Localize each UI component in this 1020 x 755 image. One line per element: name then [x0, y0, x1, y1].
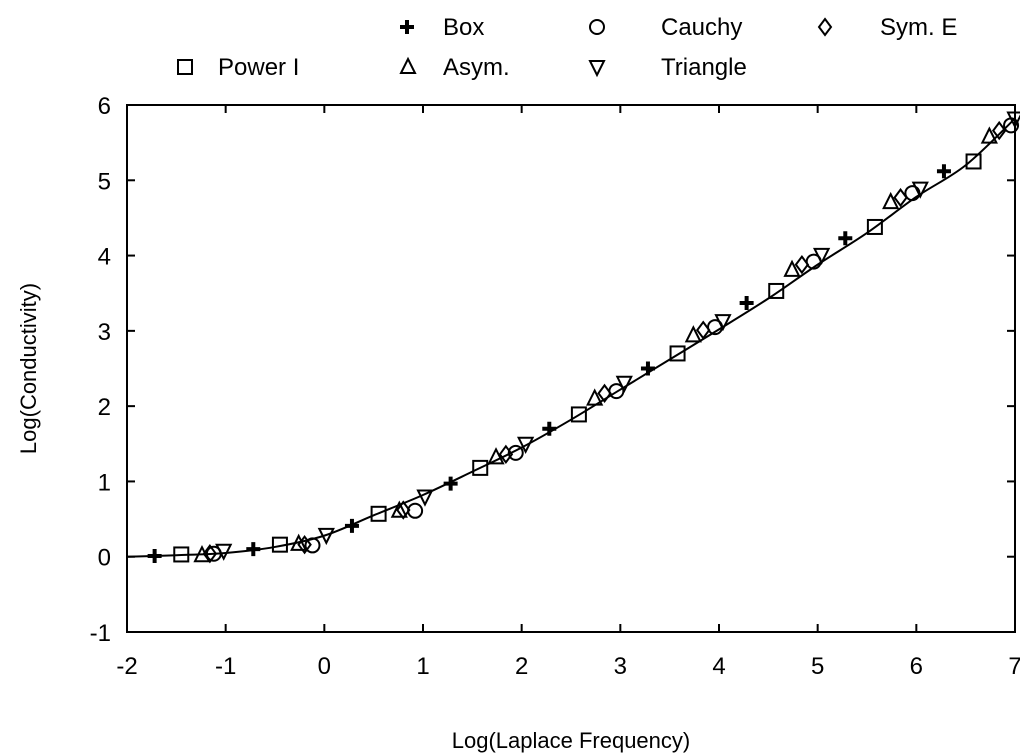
data-point-cauchy	[304, 537, 321, 554]
legend-label-asym: Asym.	[443, 54, 510, 81]
x-tick-label: 4	[712, 653, 725, 680]
data-point-asym	[684, 325, 702, 343]
data-point-power-i	[173, 546, 190, 563]
data-points-layer	[147, 111, 1020, 564]
x-tick-label: 6	[910, 653, 923, 680]
data-point-power-i	[271, 536, 288, 553]
y-tick-label: 6	[98, 93, 111, 120]
data-point-box	[838, 231, 853, 246]
data-point-power-i	[669, 345, 686, 362]
data-point-box	[739, 296, 754, 311]
y-axis: -1 0 1 2 3 4 5 6	[90, 93, 1015, 647]
legend-marker-box	[400, 20, 414, 34]
y-tick-label: 0	[98, 545, 111, 572]
data-point-triangle	[1006, 111, 1020, 129]
legend-label-cauchy: Cauchy	[661, 14, 742, 41]
data-point-asym	[783, 259, 801, 277]
legend-label-triangle: Triangle	[661, 54, 747, 81]
data-point-power-i	[965, 153, 982, 170]
data-point-sym-e	[991, 120, 1007, 141]
data-point-asym	[882, 191, 900, 210]
x-tick-label: 5	[811, 653, 824, 680]
data-point-power-i	[570, 406, 587, 423]
data-point-triangle	[516, 436, 535, 455]
x-tick-label: 1	[416, 653, 429, 680]
y-tick-label: 1	[98, 469, 111, 496]
y-tick-label: 4	[98, 244, 111, 271]
data-point-power-i	[370, 505, 387, 522]
data-point-box	[147, 548, 162, 563]
data-point-sym-e	[893, 187, 908, 208]
legend-label-power-i: Power I	[218, 54, 299, 81]
data-point-asym	[390, 500, 408, 518]
data-point-asym	[487, 447, 505, 465]
data-point-cauchy	[507, 444, 524, 461]
data-point-box	[344, 518, 359, 533]
data-point-triangle	[215, 543, 233, 561]
y-tick-label: 3	[98, 319, 111, 346]
data-point-sym-e	[297, 535, 312, 555]
legend: Box Cauchy Sym. E Power I Asym. Triangle	[177, 14, 957, 81]
data-point-triangle	[615, 375, 633, 394]
data-point-triangle	[812, 247, 831, 266]
plot-frame	[126, 104, 1016, 633]
data-point-asym	[290, 533, 308, 551]
data-point-box	[443, 476, 458, 491]
data-point-cauchy	[407, 502, 424, 519]
fit-curve-layer	[126, 117, 1016, 558]
data-point-box	[640, 361, 655, 376]
data-point-box	[936, 164, 951, 179]
y-tick-label: 5	[98, 168, 111, 195]
data-point-power-i	[768, 282, 785, 299]
data-point-sym-e	[695, 320, 711, 340]
data-point-power-i	[472, 459, 489, 476]
legend-marker-sym-e	[817, 17, 833, 37]
legend-label-box: Box	[443, 14, 484, 41]
data-point-asym	[586, 388, 604, 406]
legend-label-sym-e: Sym. E	[880, 14, 957, 41]
y-tick-label: -1	[90, 620, 111, 647]
data-point-sym-e	[794, 254, 810, 275]
data-point-box	[542, 421, 557, 436]
x-tick-label: 2	[515, 653, 528, 680]
data-point-power-i	[866, 218, 883, 235]
x-tick-label: -2	[116, 653, 137, 680]
x-tick-label: -1	[215, 653, 236, 680]
y-axis-label: Log(Conductivity)	[16, 283, 41, 454]
x-axis-label: Log(Laplace Frequency)	[452, 728, 690, 753]
data-point-sym-e	[498, 444, 514, 464]
data-point-sym-e	[396, 500, 411, 520]
data-point-asym	[980, 126, 998, 144]
data-point-triangle	[317, 527, 335, 546]
legend-marker-asym	[399, 56, 417, 74]
data-point-sym-e	[597, 383, 612, 404]
data-point-triangle	[911, 181, 929, 199]
legend-marker-cauchy	[589, 19, 605, 35]
data-point-triangle	[416, 489, 434, 507]
fit-curve	[126, 117, 1016, 558]
x-tick-label: 0	[318, 653, 331, 680]
data-point-triangle	[714, 314, 732, 332]
x-tick-label: 3	[614, 653, 627, 680]
legend-marker-power-i	[177, 59, 193, 75]
x-axis: -2 -1 0 1 2 3 4 5 6 7	[116, 105, 1020, 680]
y-tick-label: 2	[98, 394, 111, 421]
x-tick-label: 7	[1008, 653, 1020, 680]
data-point-asym	[193, 544, 211, 563]
data-point-box	[246, 542, 261, 557]
legend-marker-triangle	[588, 60, 606, 78]
